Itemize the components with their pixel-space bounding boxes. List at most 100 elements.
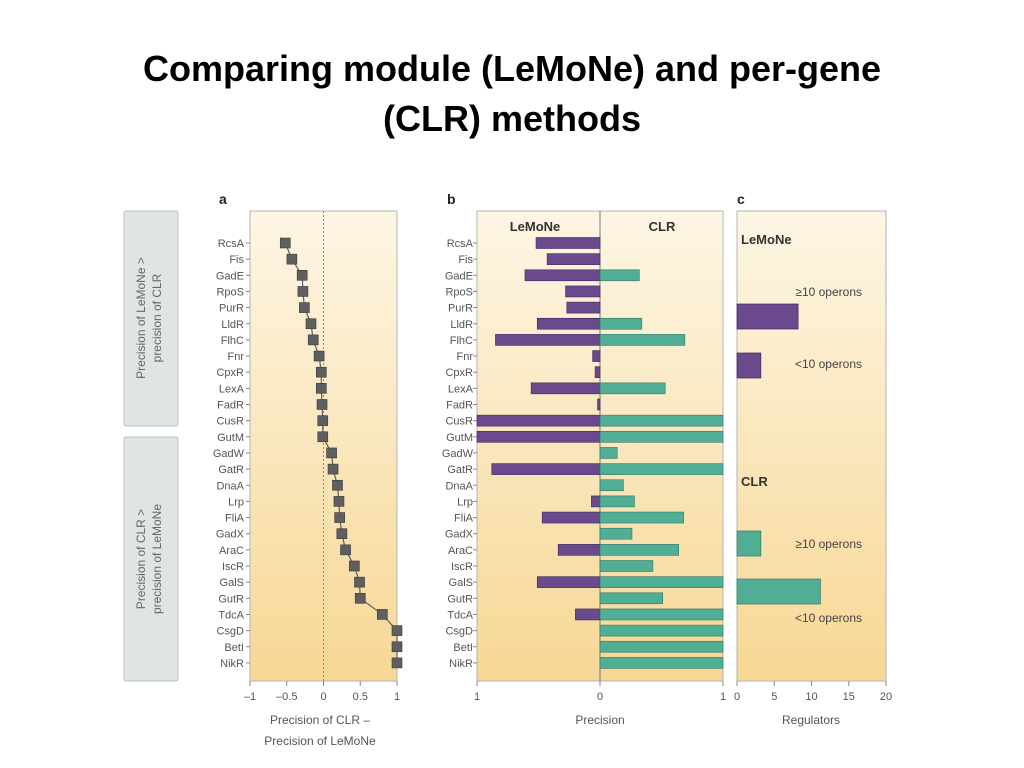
category-label: Fnr <box>228 351 245 363</box>
x-tick-label: 1 <box>720 691 726 703</box>
category-label: Fis <box>229 254 244 266</box>
category-label: CpxR <box>445 367 473 379</box>
bar-clr <box>736 530 762 557</box>
category-label: AraC <box>448 545 473 557</box>
data-point <box>327 463 339 475</box>
data-point <box>305 318 317 330</box>
panel-a-markers <box>279 237 403 669</box>
bar-lemone <box>491 463 601 475</box>
category-label: GadE <box>445 270 473 282</box>
panel-label-c: c <box>737 191 745 207</box>
panel-b-x-ticks: 1 0 1 <box>474 681 726 703</box>
bar-lemone <box>566 301 601 314</box>
bar-clr <box>599 527 633 540</box>
data-point <box>326 447 337 459</box>
data-point <box>354 576 365 588</box>
slide-title-line2: (CLR) methods <box>383 98 641 139</box>
panel-label-a: a <box>219 191 227 207</box>
data-point <box>391 657 403 669</box>
bar-clr <box>599 657 724 669</box>
category-label: NikR <box>449 658 473 670</box>
category-label: CusR <box>445 416 473 428</box>
data-point <box>391 625 403 636</box>
bar-label: <10 operons <box>795 357 862 371</box>
category-label: PurR <box>219 303 244 315</box>
category-label: TdcA <box>447 609 473 621</box>
panel-c-group-lemone: LeMoNe <box>741 232 792 247</box>
category-label: LexA <box>219 383 245 395</box>
category-label: FlhC <box>221 335 244 347</box>
bar-clr <box>599 592 664 605</box>
category-label: LldR <box>450 319 473 331</box>
data-point <box>313 350 325 362</box>
bar-lemone <box>736 352 762 379</box>
category-label: FliA <box>225 513 245 525</box>
panel-c: LeMoNe CLR ≥10 operons<10 operons≥10 ope… <box>734 210 892 727</box>
x-tick-label: 15 <box>843 691 855 703</box>
panel-a: Precision of LeMoNe > precision of CLR P… <box>123 210 403 748</box>
bar-clr <box>599 269 640 282</box>
bar-lemone <box>536 317 601 330</box>
x-tick-label: 0 <box>320 691 326 703</box>
category-label: GalS <box>220 577 244 589</box>
category-label: GutR <box>447 593 473 605</box>
category-label: LldR <box>221 319 244 331</box>
category-label: RcsA <box>218 238 245 250</box>
data-point <box>299 302 310 313</box>
bar-clr <box>736 578 821 605</box>
bar-lemone <box>524 269 601 282</box>
data-point <box>297 286 309 297</box>
category-label: BetI <box>453 642 473 654</box>
bar-clr <box>599 511 684 524</box>
category-label: GutM <box>217 432 244 444</box>
bar-clr <box>599 382 666 395</box>
category-label: BetI <box>224 642 244 654</box>
category-label: FadR <box>446 400 473 412</box>
data-point <box>307 334 319 346</box>
category-label: FliA <box>454 513 474 525</box>
bar-clr <box>599 560 654 572</box>
bar-lemone <box>591 495 601 508</box>
category-label: Lrp <box>228 496 244 508</box>
bar-lemone <box>546 253 601 265</box>
bar-clr <box>599 544 680 556</box>
category-label: DnaA <box>445 480 473 492</box>
data-point <box>354 592 366 604</box>
category-label: IscR <box>222 561 244 573</box>
bar-lemone <box>476 430 601 443</box>
bar-clr <box>599 463 724 475</box>
panel-a-plot-area <box>249 210 398 682</box>
category-label: Fis <box>458 254 473 266</box>
panel-a-x-ticks: –1 –0.5 0 0.5 1 <box>244 681 400 703</box>
category-label: Lrp <box>457 496 473 508</box>
panel-c-bars: ≥10 operons <10 operons ≥10 operons <10 ope… <box>736 285 862 625</box>
category-label: GalS <box>449 577 473 589</box>
side-box-bottom <box>123 436 179 682</box>
data-point <box>315 383 327 394</box>
category-label: RcsA <box>447 238 474 250</box>
panel-b-category-labels: RcsA Fis GadE RpoS PurR LldR FlhC Fnr CpxR LexA Fa… <box>442 238 477 670</box>
bar-lemone <box>541 511 601 524</box>
panel-c-xlabel: Regulators <box>782 713 840 727</box>
bar-lemone <box>592 350 601 362</box>
category-label: GadW <box>213 448 245 460</box>
data-point <box>296 269 308 281</box>
x-tick-label: 1 <box>474 691 480 703</box>
bar-lemone <box>476 414 601 427</box>
bar-clr <box>599 334 686 346</box>
data-point <box>316 399 328 410</box>
bar-clr <box>599 640 724 653</box>
category-label: GatR <box>218 464 244 476</box>
side-box-top <box>123 210 179 427</box>
panel-b-header-lemone: LeMoNe <box>510 219 561 234</box>
bar-lemone <box>535 237 601 249</box>
category-label: GadE <box>216 270 244 282</box>
category-label: PurR <box>448 303 473 315</box>
side-box-top-line1: Precision of LeMoNe > <box>134 257 148 379</box>
bar-clr <box>599 414 724 427</box>
x-tick-label: 10 <box>805 691 817 703</box>
bar-clr <box>599 495 635 508</box>
category-label: GadW <box>442 448 474 460</box>
category-label: CusR <box>216 416 244 428</box>
bar-lemone <box>495 334 601 346</box>
